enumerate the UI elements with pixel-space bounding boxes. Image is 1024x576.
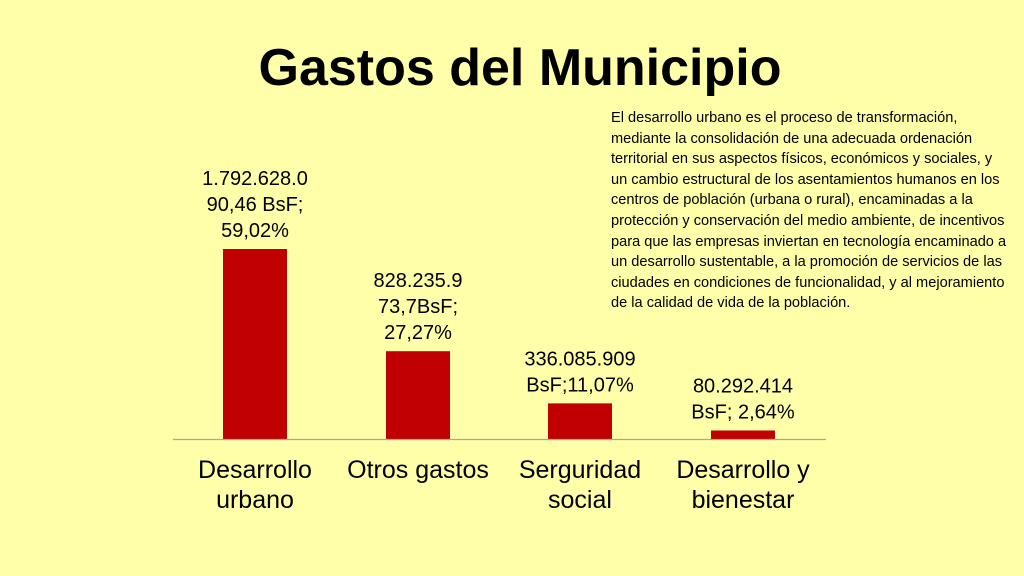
chart-title: Gastos del Municipio — [258, 39, 782, 97]
data-label-1-1: 73,7BsF; — [378, 296, 458, 318]
data-label-1-0: 828.235.9 — [374, 270, 463, 292]
data-label-3-0: 80.292.414 — [693, 375, 793, 397]
category-label-3-0: Desarrollo y — [676, 456, 810, 484]
category-label-2-1: social — [548, 486, 612, 514]
data-label-0-2: 59,02% — [221, 220, 289, 242]
data-label-0-0: 1.792.628.0 — [202, 168, 308, 190]
category-label-0-0: Desarrollo — [198, 456, 312, 484]
category-label-0-1: urbano — [216, 486, 294, 514]
bar-2 — [548, 403, 612, 439]
data-label-0-1: 90,46 BsF; — [207, 194, 304, 216]
category-label-2-0: Serguridad — [519, 456, 641, 484]
category-label-3-1: bienestar — [692, 486, 795, 514]
data-label-2-1: BsF;11,07% — [526, 374, 634, 396]
data-label-1-2: 27,27% — [384, 322, 452, 344]
data-label-3-1: BsF; 2,64% — [691, 401, 795, 423]
bar-3 — [711, 430, 775, 439]
bar-1 — [386, 351, 450, 439]
category-label-1-0: Otros gastos — [347, 456, 489, 484]
bar-0 — [223, 249, 287, 439]
description-text: El desarrollo urbano es el proceso de tr… — [611, 110, 1007, 312]
data-label-2-0: 336.085.909 — [524, 348, 635, 370]
